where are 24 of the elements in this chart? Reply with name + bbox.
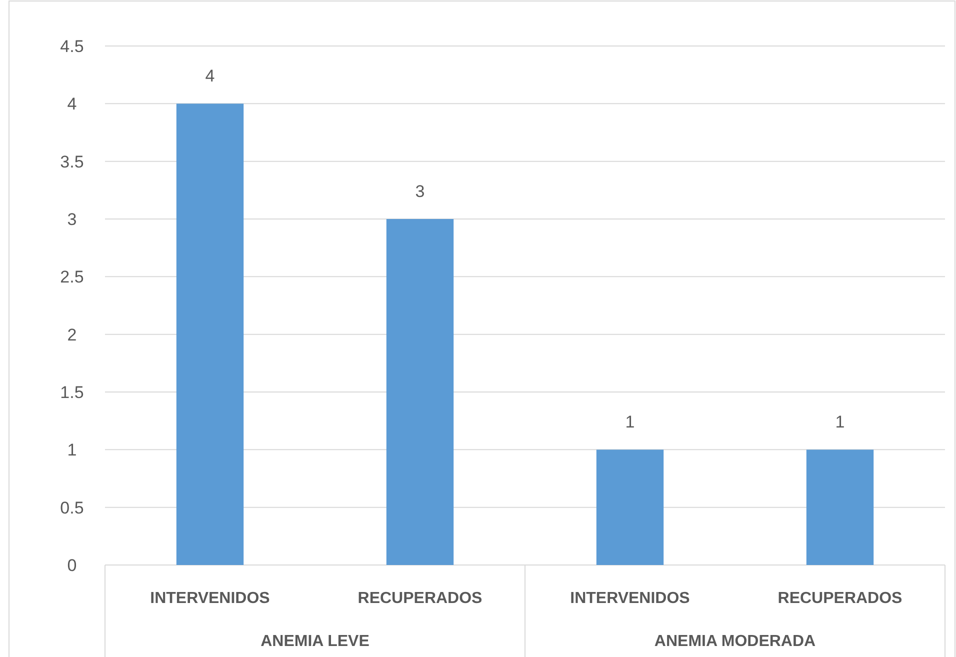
y-tick-label: 3 bbox=[67, 210, 77, 229]
y-tick-label: 4 bbox=[67, 94, 77, 114]
bar bbox=[176, 104, 244, 565]
text: ANEMIA LEVE bbox=[260, 633, 370, 650]
data-label: 1 bbox=[625, 412, 635, 432]
y-tick-label: 3.5 bbox=[60, 152, 84, 172]
data-label: 4 bbox=[205, 66, 215, 86]
y-tick-label: 0.5 bbox=[60, 498, 84, 518]
y-tick-label: 1 bbox=[67, 440, 77, 460]
bar bbox=[596, 450, 664, 565]
x-tick-label: INTERVENIDOS bbox=[570, 590, 690, 607]
y-tick-label: 2.5 bbox=[60, 268, 84, 287]
x-tick-label: RECUPERADOS bbox=[358, 590, 483, 607]
bar bbox=[806, 450, 874, 565]
text: ANEMIA MODERADA bbox=[654, 633, 816, 650]
y-tick-label: 1.5 bbox=[60, 382, 84, 402]
y-tick-label: 2 bbox=[67, 325, 77, 344]
bar bbox=[386, 219, 454, 565]
data-label: 1 bbox=[835, 412, 845, 432]
x-tick-label: INTERVENIDOS bbox=[150, 590, 270, 607]
x-tick-label: RECUPERADOS bbox=[778, 590, 903, 607]
y-tick-label: 0 bbox=[67, 556, 77, 575]
data-label: 3 bbox=[415, 182, 425, 201]
y-tick-label: 4.5 bbox=[60, 36, 84, 56]
